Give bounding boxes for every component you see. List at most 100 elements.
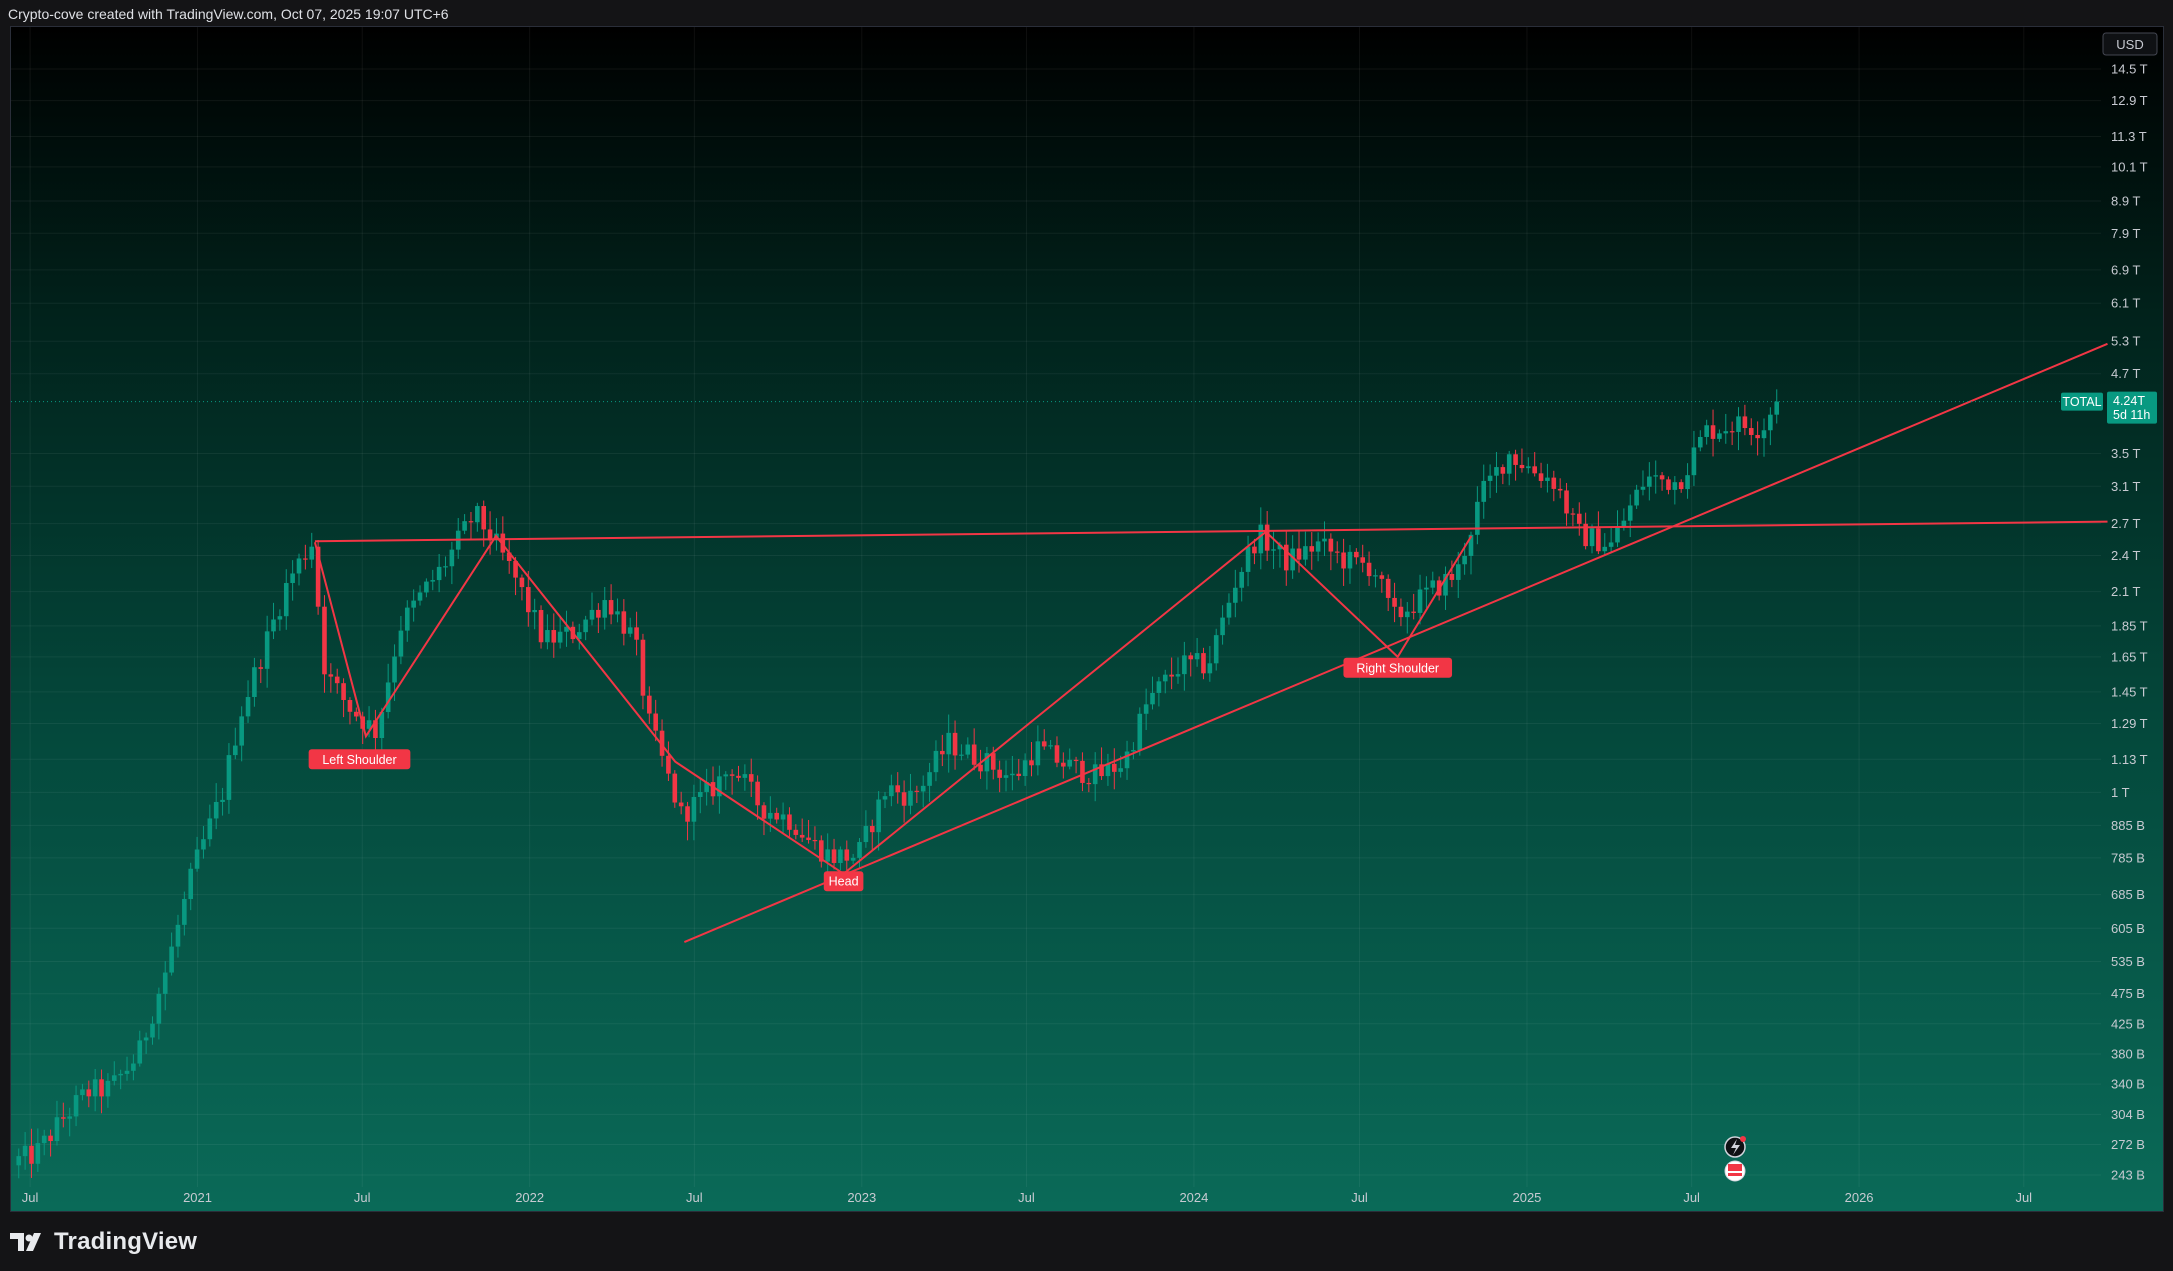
time-axis[interactable]: Jul 2021 Jul 2022 Jul 2023 Jul 2024 Jul 2025 Jul 20… (22, 1190, 2032, 1205)
candle-body (207, 818, 213, 840)
candle-body (54, 1117, 60, 1142)
candle-body (920, 785, 926, 792)
candle-body (736, 775, 741, 778)
currency-badge[interactable]: USD (2102, 32, 2158, 56)
chart-area[interactable]: TOTAL 4.24T 5d 11h Left Shoulder Head Right … (10, 26, 2164, 1212)
candle-body (787, 814, 792, 830)
candle-body (1156, 681, 1162, 693)
annotation-left-shoulder[interactable]: Left Shoulder (308, 749, 411, 770)
candle-body (1150, 692, 1155, 705)
candle-body (1003, 775, 1009, 778)
candle-body (647, 695, 652, 714)
annotation-label: Left Shoulder (322, 753, 396, 767)
tradingview-logo-text: TradingView (54, 1228, 198, 1255)
candle-body (959, 754, 964, 756)
candle-body (1169, 674, 1174, 677)
pattern-line-zigzag[interactable] (313, 530, 1473, 876)
candle-body (1519, 464, 1525, 469)
price-tick-label: 272 B (2111, 1137, 2145, 1152)
candle-body (1564, 490, 1569, 514)
candle-body (984, 753, 990, 772)
candle-body (468, 521, 474, 523)
candle-body (1647, 476, 1652, 487)
candle-body (1602, 546, 1608, 552)
time-tick-label: Jul (354, 1190, 371, 1205)
candle-body (1245, 546, 1251, 572)
last-price-badge (2107, 391, 2157, 424)
candle-body (723, 774, 729, 777)
candle-body (1404, 611, 1410, 618)
candle-body (175, 924, 181, 947)
candle-body (354, 711, 359, 717)
candle-body (1691, 447, 1697, 476)
time-tick-label: Jul (2015, 1190, 2032, 1205)
candle-body (1608, 542, 1614, 547)
time-tick-label: Jul (686, 1190, 703, 1205)
candle-body (627, 627, 633, 634)
candle-body (608, 600, 614, 615)
time-tick-label: 2022 (515, 1190, 544, 1205)
candle-body (1717, 433, 1722, 439)
candle-body (1627, 505, 1633, 521)
candle-body (73, 1095, 79, 1117)
candle-body (271, 619, 276, 632)
pattern-line-rising-trendline[interactable] (683, 342, 2108, 943)
candle-body (137, 1040, 143, 1064)
candle-body (1334, 551, 1340, 553)
candle-body (398, 630, 404, 657)
candle-body (653, 713, 658, 731)
candle-body (124, 1070, 130, 1074)
candle-body (901, 792, 907, 806)
candle-body (933, 750, 939, 773)
candle-body (1685, 475, 1690, 490)
candle-body (978, 764, 983, 772)
candle-body (201, 839, 206, 850)
candle-body (1666, 479, 1671, 490)
candle-body (1392, 597, 1397, 607)
candle-body (1322, 538, 1327, 542)
candle-body (857, 842, 862, 858)
price-tick-label: 1 T (2111, 785, 2130, 800)
flag-icon[interactable] (1724, 1160, 1746, 1182)
candle-body (1296, 548, 1302, 560)
time-tick-label: 2024 (1179, 1190, 1208, 1205)
candle-body (863, 826, 869, 843)
price-tick-label: 535 B (2111, 954, 2145, 969)
candle-body (774, 812, 780, 820)
annotation-right-shoulder[interactable]: Right Shoulder (1343, 657, 1453, 678)
candle-body (16, 1156, 22, 1166)
candle-body (697, 791, 703, 797)
tradingview-logo-icon (10, 1233, 41, 1251)
candle-body (640, 639, 646, 696)
candle-body (1462, 555, 1467, 565)
candle-body (252, 667, 257, 698)
annotation-head[interactable]: Head (823, 871, 864, 892)
candle-body (691, 796, 697, 822)
candle-body (462, 521, 467, 531)
candle-body (1557, 488, 1563, 491)
candle-body (258, 667, 264, 669)
candle-body (334, 676, 340, 684)
candle-body (634, 627, 639, 640)
candle-body (1475, 501, 1480, 535)
price-axis[interactable]: 14.5 T 12.9 T 11.3 T 10.1 T 8.9 T 7.9 T 6.9 T 6… (2111, 62, 2148, 1183)
candle-body (672, 773, 678, 803)
price-tick-label: 10.1 T (2111, 159, 2148, 174)
candle-body (1615, 527, 1620, 543)
candle-body (67, 1116, 72, 1119)
alert-icon[interactable] (1724, 1136, 1746, 1158)
candle-body (1449, 573, 1455, 580)
candle-body (1487, 475, 1493, 481)
candle-body (1443, 573, 1448, 596)
candle-body (914, 790, 920, 792)
candle-body (1379, 575, 1385, 579)
candle-body (742, 774, 748, 778)
candle-body (1233, 587, 1238, 603)
pattern-line-neckline[interactable] (314, 520, 2108, 543)
candle-body (1067, 759, 1073, 767)
candle-body (990, 753, 996, 770)
candle-body (952, 732, 958, 756)
candle-body (1061, 762, 1066, 767)
candle-body (1570, 513, 1576, 515)
